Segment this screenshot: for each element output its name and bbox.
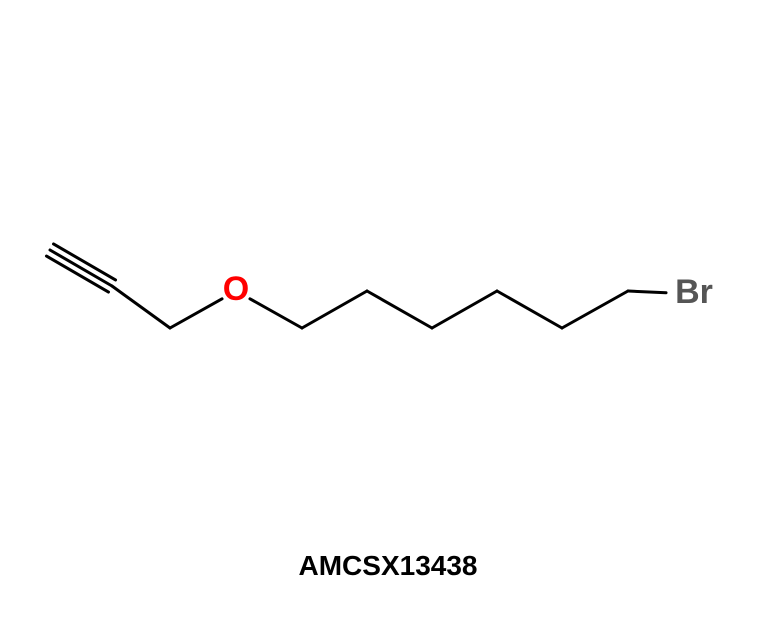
- bond-line: [302, 291, 367, 328]
- bond-line: [112, 286, 170, 328]
- bond-line: [367, 291, 432, 328]
- bond-line: [54, 244, 116, 280]
- bond-line: [497, 291, 562, 328]
- bond-line: [628, 291, 666, 293]
- bond-line: [50, 250, 112, 286]
- compound-id-caption: AMCSX13438: [299, 550, 478, 581]
- bond-line: [562, 291, 628, 328]
- molecule-diagram: O Br AMCSX13438: [0, 0, 776, 630]
- bond-line: [46, 256, 108, 292]
- bond-line: [170, 299, 222, 328]
- br-atom-label: Br: [675, 273, 713, 311]
- bond-line: [432, 291, 497, 328]
- o-atom-label: O: [223, 270, 249, 308]
- bond-line: [250, 299, 302, 328]
